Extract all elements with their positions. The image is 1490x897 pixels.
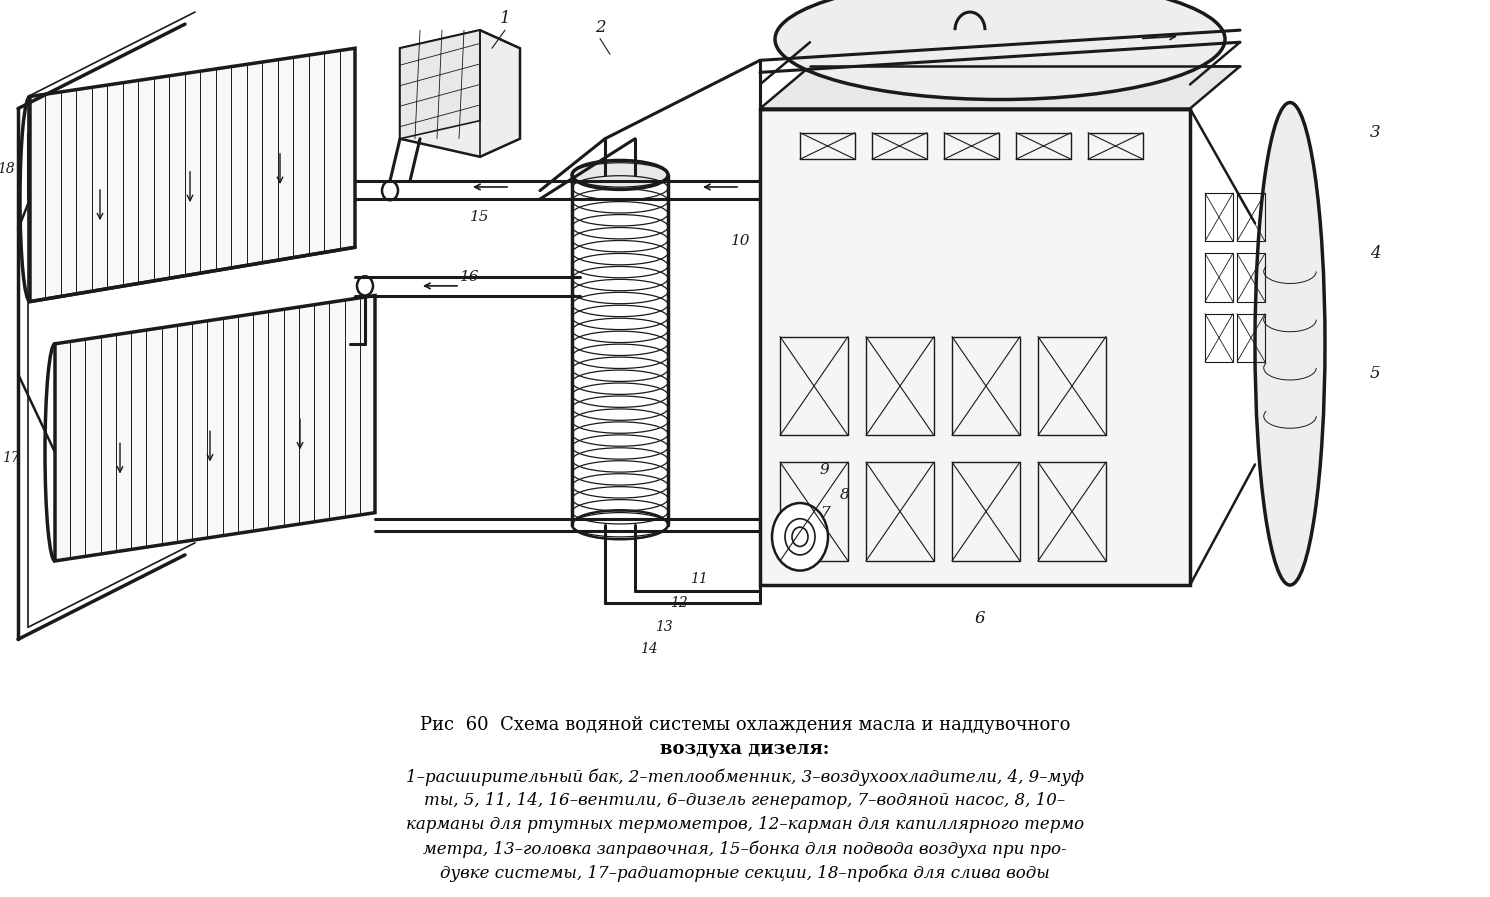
Polygon shape [760, 109, 1191, 585]
Text: 2: 2 [595, 19, 605, 36]
Ellipse shape [572, 510, 668, 539]
Text: 17: 17 [3, 451, 19, 466]
Text: 5: 5 [1369, 365, 1381, 382]
Polygon shape [55, 295, 375, 561]
Bar [952, 336, 1021, 435]
Bar [1039, 462, 1106, 561]
Ellipse shape [572, 161, 668, 189]
Text: 14: 14 [641, 642, 657, 656]
Text: 4: 4 [1369, 245, 1381, 262]
Text: 3: 3 [1369, 124, 1381, 141]
Polygon shape [30, 48, 355, 301]
Circle shape [381, 181, 398, 200]
Text: карманы для ртутных термометров, 12–карман для капиллярного термо: карманы для ртутных термометров, 12–карм… [405, 816, 1085, 833]
Text: дувке системы, 17–радиаторные секции, 18–пробка для слива воды: дувке системы, 17–радиаторные секции, 18… [440, 864, 1050, 882]
Text: 12: 12 [670, 597, 688, 610]
Text: 6: 6 [974, 610, 985, 627]
Bar [1088, 133, 1143, 160]
Bar [800, 133, 855, 160]
Bar [952, 462, 1021, 561]
Bar [866, 336, 934, 435]
Bar [1205, 193, 1234, 241]
Circle shape [772, 503, 828, 570]
Text: ты, 5, 11, 14, 16–вентили, 6–дизель генератор, 7–водяной насос, 8, 10–: ты, 5, 11, 14, 16–вентили, 6–дизель гене… [425, 792, 1065, 809]
Bar [1016, 133, 1071, 160]
Text: 18: 18 [0, 161, 15, 176]
Text: метра, 13–головка заправочная, 15–бонка для подвода воздуха при про-: метра, 13–головка заправочная, 15–бонка … [423, 840, 1067, 858]
Text: 11: 11 [690, 572, 708, 586]
Text: 7: 7 [820, 506, 830, 519]
Polygon shape [760, 66, 1240, 109]
Bar [872, 133, 927, 160]
Polygon shape [399, 30, 520, 157]
Bar [779, 336, 848, 435]
Circle shape [793, 527, 808, 546]
Bar [1237, 193, 1265, 241]
Text: 1: 1 [499, 10, 510, 27]
Text: 13: 13 [656, 621, 673, 634]
Ellipse shape [775, 0, 1225, 100]
Text: 15: 15 [469, 210, 490, 224]
Bar [1205, 253, 1234, 301]
Bar [779, 462, 848, 561]
Text: 10: 10 [730, 234, 749, 248]
Text: 9: 9 [820, 464, 830, 477]
Bar [1205, 314, 1234, 361]
Text: 8: 8 [840, 488, 849, 501]
Bar [1237, 253, 1265, 301]
Bar [945, 133, 998, 160]
Bar [866, 462, 934, 561]
Circle shape [358, 276, 372, 295]
Text: 16: 16 [460, 271, 480, 284]
Bar [1039, 336, 1106, 435]
Bar [1237, 314, 1265, 361]
Text: Рис  60  Схема водяной системы охлаждения масла и наддувочного: Рис 60 Схема водяной системы охлаждения … [420, 716, 1070, 734]
Text: 1–расширительный бак, 2–теплообменник, 3–воздухоохладители, 4, 9–муф: 1–расширительный бак, 2–теплообменник, 3… [405, 768, 1085, 786]
Polygon shape [399, 30, 480, 139]
Ellipse shape [1255, 102, 1325, 585]
Text: воздуха дизеля:: воздуха дизеля: [660, 740, 830, 758]
Circle shape [785, 518, 815, 555]
